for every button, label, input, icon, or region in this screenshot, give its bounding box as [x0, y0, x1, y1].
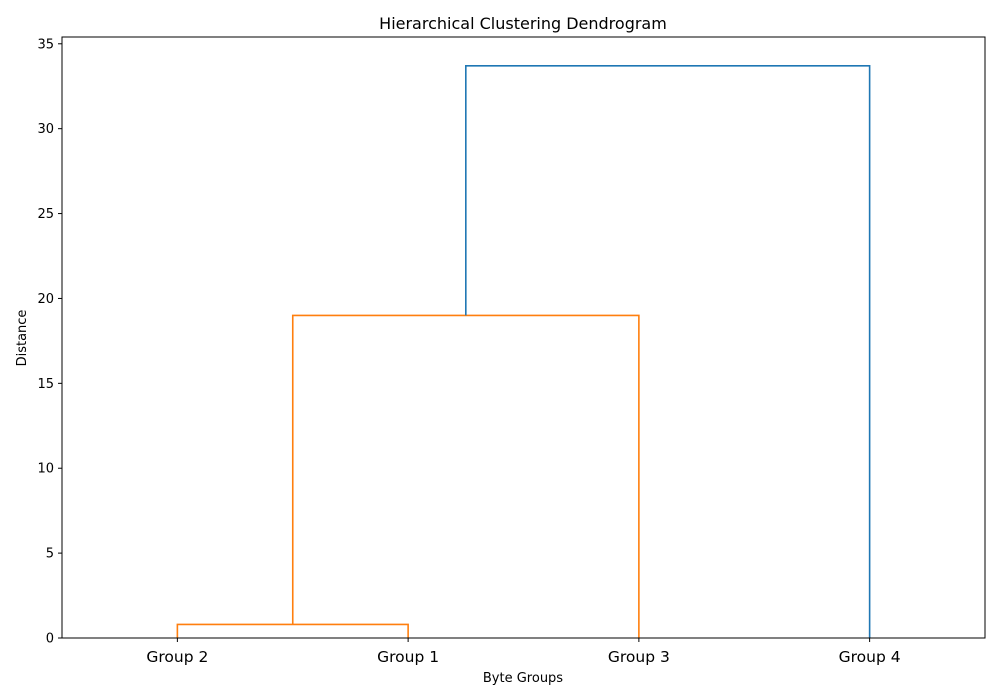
dendrogram-link: [465, 65, 871, 638]
chart-title: Hierarchical Clustering Dendrogram: [379, 14, 667, 33]
dendrogram-link: [291, 314, 640, 638]
y-axis-title: Distance: [15, 310, 30, 367]
leaf-label: Group 2: [146, 648, 208, 666]
dendrogram-link: [176, 623, 409, 638]
y-tick-label: 30: [37, 122, 54, 137]
y-tick-label: 0: [46, 632, 54, 647]
y-tick-label: 35: [37, 37, 54, 52]
leaf-label: Group 4: [839, 648, 901, 666]
x-axis-title: Byte Groups: [483, 671, 563, 686]
leaf-label: Group 3: [608, 648, 670, 666]
y-tick-label: 10: [37, 462, 54, 477]
y-tick-label: 20: [37, 292, 54, 307]
x-axis: Group 2 Group 1 Group 3 Group 4: [146, 638, 901, 666]
dendrogram-links: [176, 65, 871, 638]
y-tick-label: 5: [46, 547, 54, 562]
y-tick-label: 15: [37, 377, 54, 392]
plot-frame: [61, 36, 986, 639]
leaf-label: Group 1: [377, 648, 439, 666]
y-axis: 0 5 10 15 20 25 30 35: [37, 37, 62, 647]
y-tick-label: 25: [37, 207, 54, 222]
